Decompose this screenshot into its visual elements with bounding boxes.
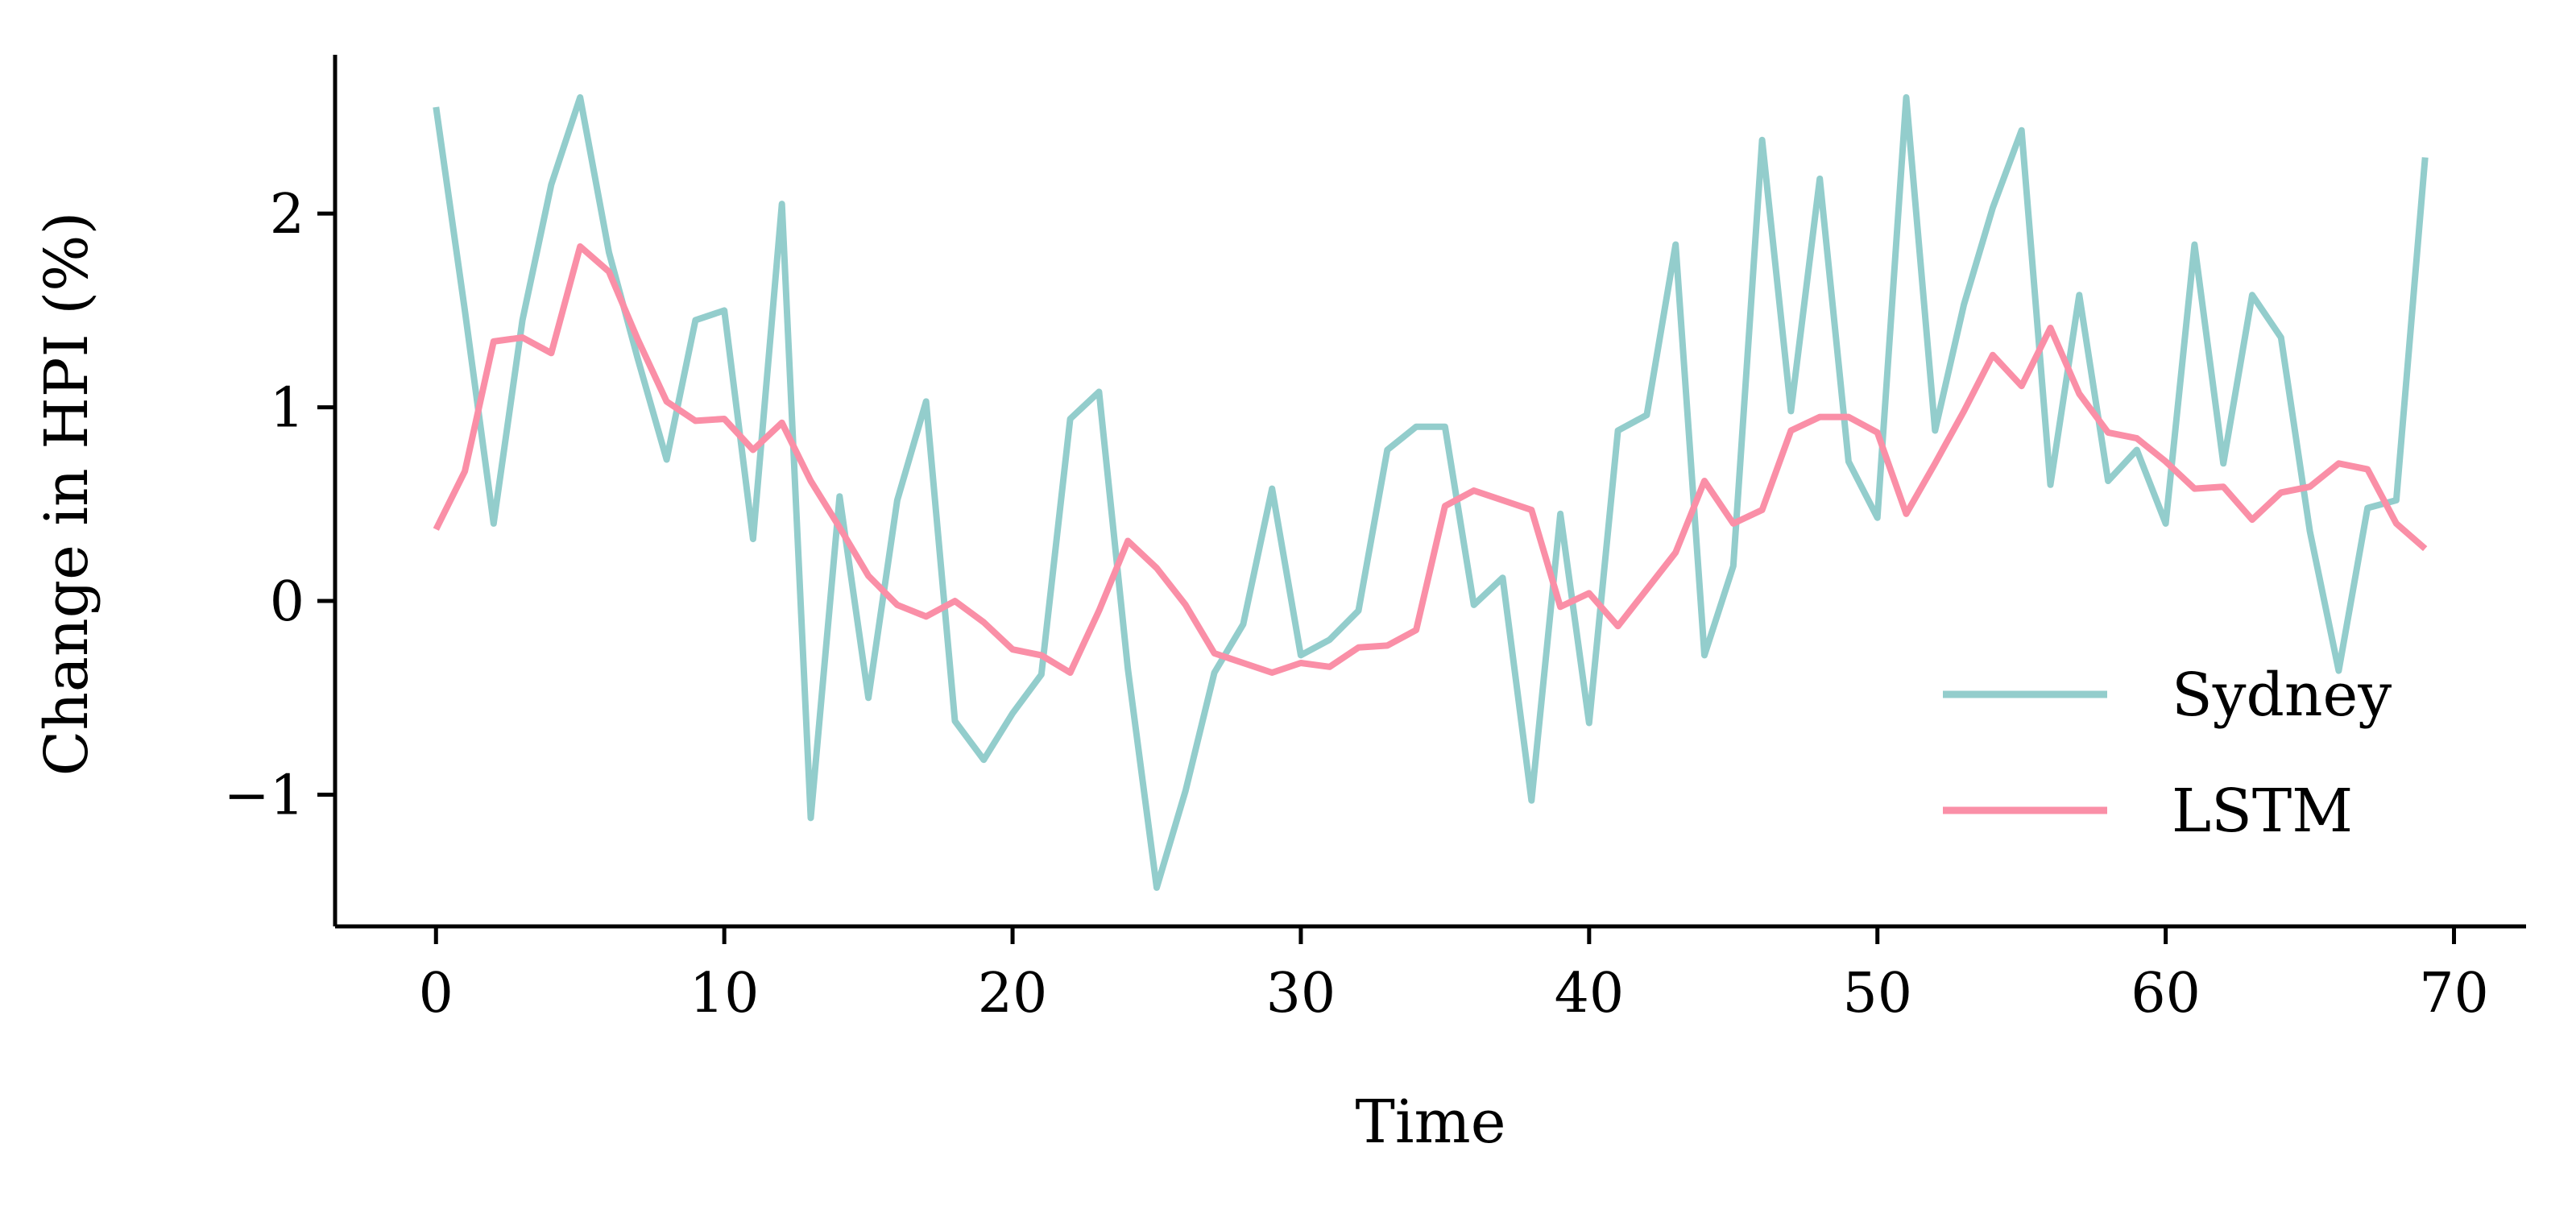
series-line-sydney	[433, 93, 2429, 891]
x-tick-label: 70	[2419, 962, 2489, 1025]
y-axis-title: Change in HPI (%)	[32, 212, 101, 777]
x-tick-label: 30	[1266, 962, 1336, 1025]
axes	[333, 55, 2526, 929]
ticks: 0 10 20 30 40 50 60 70 −1 0 1 2	[224, 183, 2489, 1025]
series-line-lstm	[433, 243, 2428, 676]
x-axis-title: Time	[1356, 1088, 1506, 1157]
y-tick-label: 2	[270, 183, 304, 246]
x-tick-label: 0	[419, 962, 453, 1025]
y-tick-label: 0	[270, 570, 304, 634]
x-tick-label: 40	[1555, 962, 1625, 1025]
x-tick-label: 60	[2131, 962, 2201, 1025]
x-tick-label: 50	[1842, 962, 1912, 1025]
legend-label-sydney: Sydney	[2172, 661, 2392, 730]
x-tick-label: 20	[978, 962, 1048, 1025]
y-tick-label: −1	[224, 764, 304, 827]
y-tick-label: 1	[270, 377, 304, 441]
legend-label-lstm: LSTM	[2172, 777, 2353, 846]
series-layer	[433, 93, 2429, 891]
legend: Sydney LSTM	[1943, 661, 2392, 846]
x-tick-label: 10	[690, 962, 760, 1025]
